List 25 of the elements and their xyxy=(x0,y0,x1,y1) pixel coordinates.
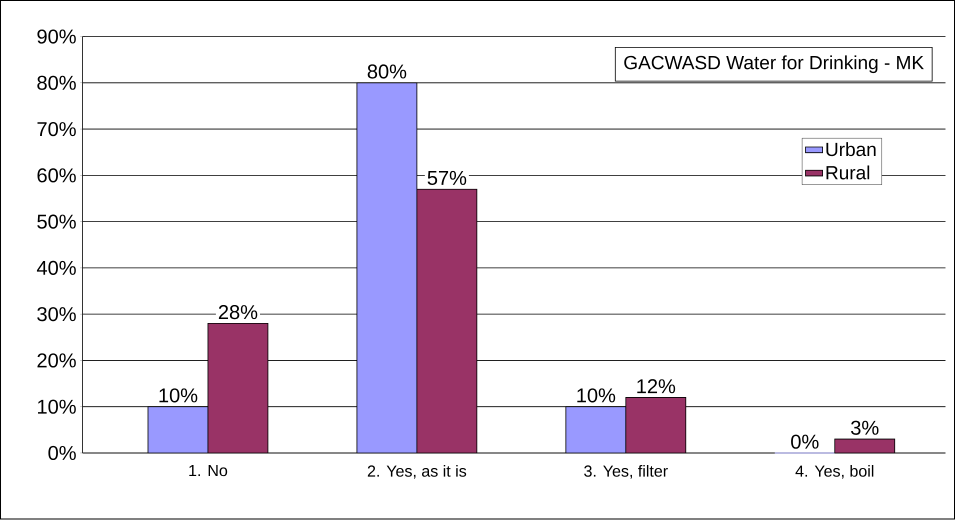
text: GACWASD Water for Drinking - MK xyxy=(624,56,924,74)
y-tick-label: 30% xyxy=(37,307,76,322)
y-tick-label: 60% xyxy=(38,168,76,183)
data-label: 80% xyxy=(368,64,406,79)
y-tick-label: 80% xyxy=(37,76,76,90)
legend-label: Rural xyxy=(826,166,870,180)
x-tick-label: 4. Yes, boil xyxy=(795,465,874,479)
data-label: 12% xyxy=(637,379,676,394)
x-tick-label: 1. No xyxy=(189,465,228,476)
data-label: 3% xyxy=(851,420,878,436)
x-tick-label: 3. Yes, filter xyxy=(584,465,668,479)
y-tick-label: 10% xyxy=(38,400,76,414)
legend-label: Urban xyxy=(826,142,876,156)
y-tick-label: 20% xyxy=(37,354,76,368)
y-tick-label: 70% xyxy=(38,122,76,136)
y-tick-label: 40% xyxy=(36,261,76,276)
data-label: 28% xyxy=(218,305,258,320)
y-tick-label: 90% xyxy=(37,30,76,44)
y-tick-label: 50% xyxy=(37,214,76,229)
data-label: 0% xyxy=(791,434,819,449)
y-tick-label: 0% xyxy=(48,446,76,460)
data-label: 10% xyxy=(159,388,198,403)
data-label: 57% xyxy=(428,171,466,186)
x-tick-label: 2. Yes, as it is xyxy=(368,465,466,479)
data-label: 10% xyxy=(577,388,616,403)
